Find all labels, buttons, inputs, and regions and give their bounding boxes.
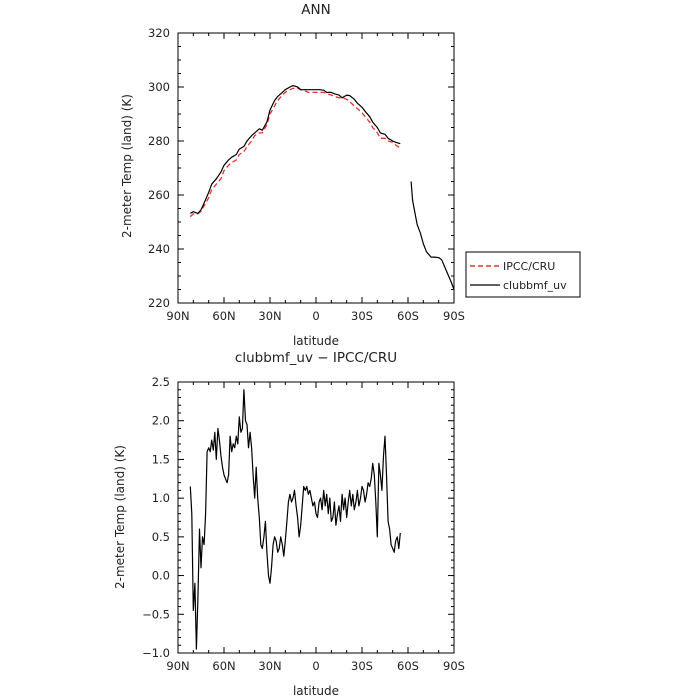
top-x-tick-label: 90S — [443, 309, 465, 323]
top-chart-legend: IPCC/CRU clubbmf_uv — [465, 251, 581, 298]
top-chart-x-axis-label: latitude — [293, 334, 339, 348]
top-series-line-ipcc-cru — [189, 87, 401, 218]
bottom-chart-plot-frame — [177, 381, 455, 654]
bottom-x-tick-label: 30N — [258, 659, 281, 673]
bottom-x-tick-label: 90S — [443, 659, 465, 673]
bottom-y-tick-label: 0.5 — [152, 530, 170, 544]
legend-label-ipcc-cru: IPCC/CRU — [503, 260, 555, 273]
bottom-chart-series — [189, 389, 401, 650]
bottom-chart-ticks: 90N 60N 30N 0 30S 60S 90S −1.0 −0.5 0.0 0.5 1.0 1.5 2… — [142, 375, 465, 673]
bottom-y-tick-label: 1.5 — [152, 452, 170, 466]
top-chart-title: ANN — [301, 2, 330, 18]
top-x-tick-label: 30S — [351, 309, 373, 323]
top-x-tick-label: 60S — [397, 309, 419, 323]
bottom-x-tick-label: 30S — [351, 659, 373, 673]
bottom-y-tick-label: −0.5 — [142, 607, 170, 621]
top-x-tick-label: 30N — [258, 309, 281, 323]
top-y-tick-label: 320 — [148, 26, 170, 40]
top-y-tick-label: 240 — [148, 242, 170, 256]
bottom-y-tick-label: −1.0 — [142, 646, 170, 660]
bottom-chart-x-axis-label: latitude — [293, 684, 339, 698]
bottom-x-tick-label: 60N — [212, 659, 235, 673]
bottom-x-tick-label: 0 — [312, 659, 319, 673]
legend-label-clubbmf-uv: clubbmf_uv — [503, 279, 567, 292]
bottom-x-tick-label: 60S — [397, 659, 419, 673]
top-series-line-clubbmf-uv — [190, 85, 455, 290]
bottom-series-line-0 — [189, 389, 401, 650]
top-chart-plot-frame — [177, 32, 455, 304]
top-x-tick-label: 90N — [166, 309, 189, 323]
top-x-tick-label: 0 — [312, 309, 319, 323]
top-y-tick-label: 220 — [148, 296, 170, 310]
top-chart-panel: ANN 2-meter Temp (land) (K) latitude 90N… — [120, 2, 581, 348]
top-x-tick-label: 60N — [212, 309, 235, 323]
bottom-y-tick-label: 2.0 — [152, 414, 170, 428]
bottom-chart-panel: clubbmf_uv − IPCC/CRU 2-meter Temp (land… — [113, 350, 465, 698]
top-chart-ticks: 90N 60N 30N 0 30S 60S 90S 220 240 260 280 300 320 — [148, 26, 465, 323]
bottom-chart-y-axis-label: 2-meter Temp (land) (K) — [113, 445, 127, 589]
bottom-chart-title: clubbmf_uv − IPCC/CRU — [235, 350, 397, 366]
top-chart-y-axis-label: 2-meter Temp (land) (K) — [120, 94, 134, 238]
top-y-tick-label: 260 — [148, 188, 170, 202]
top-y-tick-label: 300 — [148, 80, 170, 94]
legend-box — [465, 251, 581, 298]
top-chart-series — [189, 85, 455, 290]
bottom-y-tick-label: 2.5 — [152, 375, 170, 389]
top-y-tick-label: 280 — [148, 134, 170, 148]
bottom-y-tick-label: 1.0 — [152, 491, 170, 505]
bottom-y-tick-label: 0.0 — [152, 569, 170, 583]
bottom-x-tick-label: 90N — [166, 659, 189, 673]
